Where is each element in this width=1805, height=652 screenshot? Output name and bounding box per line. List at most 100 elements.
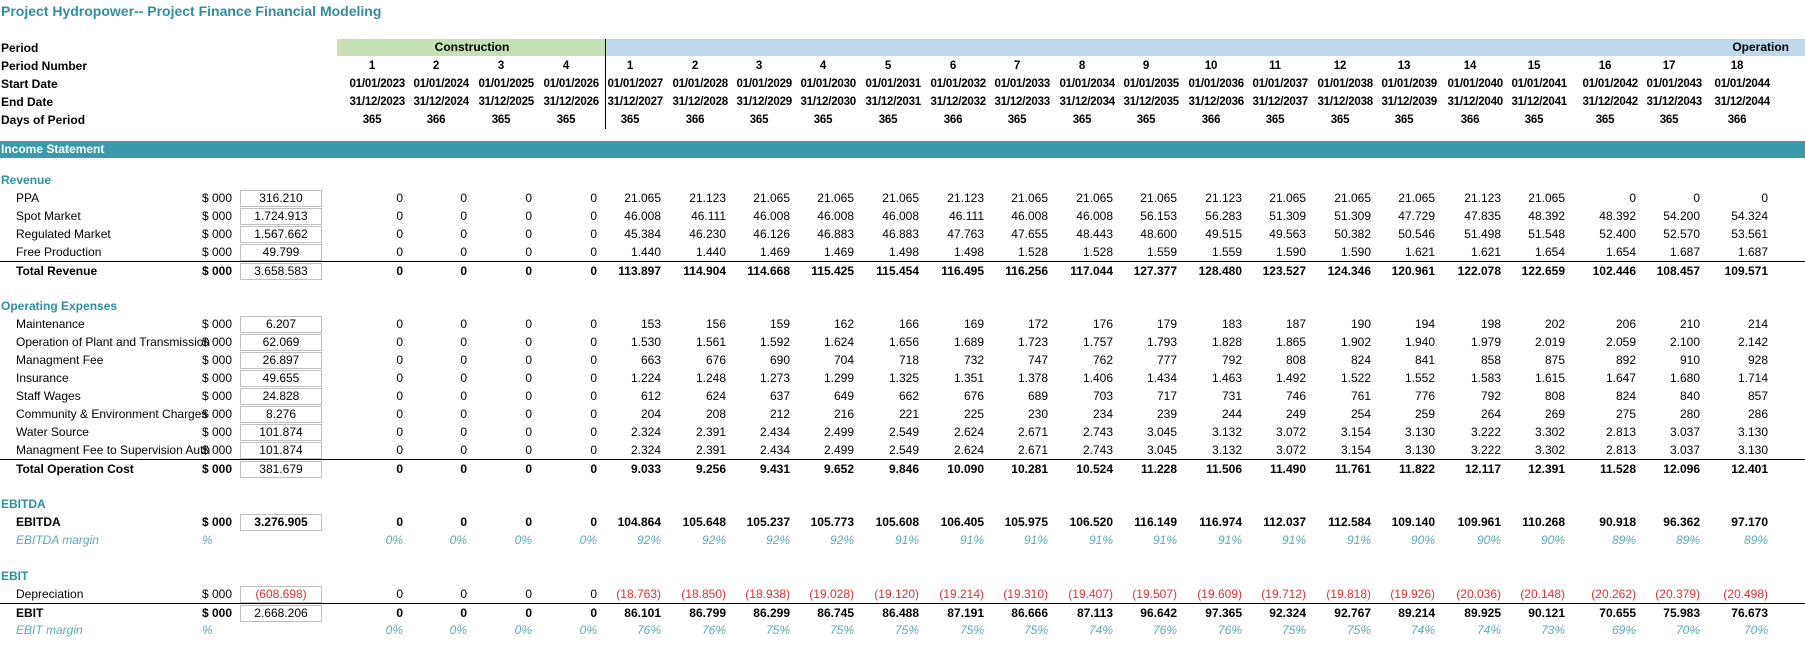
cell[interactable]: 0: [460, 462, 467, 476]
cell[interactable]: 3.130: [1737, 425, 1768, 439]
cell[interactable]: 0: [460, 587, 467, 601]
cell[interactable]: 91%: [959, 533, 984, 547]
total-cell[interactable]: 26.897: [240, 352, 322, 369]
cell[interactable]: 21.123: [1464, 191, 1501, 205]
cell[interactable]: 928: [1747, 353, 1768, 367]
cell[interactable]: 127.377: [1133, 264, 1177, 278]
cell[interactable]: 0%: [449, 533, 467, 547]
cell[interactable]: 1.757: [1082, 335, 1113, 349]
cell[interactable]: 114.904: [683, 264, 726, 278]
cell[interactable]: 1.654: [1534, 245, 1565, 259]
cell[interactable]: 0: [525, 606, 532, 620]
cell[interactable]: 1.378: [1017, 371, 1048, 385]
cell[interactable]: 96.362: [1663, 515, 1700, 529]
cell[interactable]: 10.090: [947, 462, 984, 476]
cell[interactable]: 0: [460, 317, 467, 331]
cell[interactable]: 1.940: [1404, 335, 1435, 349]
cell[interactable]: 1.561: [695, 335, 726, 349]
cell[interactable]: 1.687: [1669, 245, 1700, 259]
cell[interactable]: 0: [590, 389, 597, 403]
cell[interactable]: 0: [590, 335, 597, 349]
cell[interactable]: 75%: [894, 623, 919, 637]
cell[interactable]: 824: [1615, 389, 1636, 403]
cell[interactable]: 0: [525, 389, 532, 403]
cell[interactable]: 75%: [1023, 623, 1048, 637]
cell[interactable]: 11.228: [1140, 462, 1177, 476]
cell[interactable]: 0: [590, 515, 597, 529]
cell[interactable]: 1.624: [823, 335, 854, 349]
cell[interactable]: 1.647: [1605, 371, 1636, 385]
cell[interactable]: 51.498: [1464, 227, 1501, 241]
cell[interactable]: (20.036): [1456, 587, 1501, 601]
cell[interactable]: 21.065: [1076, 191, 1113, 205]
cell[interactable]: 2.324: [630, 443, 661, 457]
cell[interactable]: 1.656: [888, 335, 919, 349]
cell[interactable]: 221: [898, 407, 919, 421]
cell[interactable]: 717: [1156, 389, 1177, 403]
cell[interactable]: 1.680: [1669, 371, 1700, 385]
cell[interactable]: 46.230: [689, 227, 726, 241]
cell[interactable]: 777: [1156, 353, 1177, 367]
cell[interactable]: 0%: [385, 623, 403, 637]
cell[interactable]: 0: [460, 227, 467, 241]
cell[interactable]: 0: [590, 191, 597, 205]
cell[interactable]: 91%: [1346, 533, 1371, 547]
total-cell[interactable]: 381.679: [240, 461, 322, 478]
cell[interactable]: 2.743: [1082, 425, 1113, 439]
cell[interactable]: (19.310): [1003, 587, 1048, 601]
cell[interactable]: 689: [1027, 389, 1048, 403]
cell[interactable]: 50.382: [1334, 227, 1371, 241]
total-cell[interactable]: 101.874: [240, 424, 322, 441]
cell[interactable]: 52.570: [1663, 227, 1700, 241]
cell[interactable]: 0: [460, 515, 467, 529]
cell[interactable]: 0: [460, 209, 467, 223]
cell[interactable]: (19.407): [1068, 587, 1113, 601]
cell[interactable]: 3.130: [1737, 443, 1768, 457]
cell[interactable]: 0: [590, 606, 597, 620]
cell[interactable]: 74%: [1088, 623, 1113, 637]
cell[interactable]: 46.126: [753, 227, 790, 241]
cell[interactable]: 676: [963, 389, 984, 403]
cell[interactable]: 0: [1693, 191, 1700, 205]
cell[interactable]: 21.123: [689, 191, 726, 205]
total-cell[interactable]: 101.874: [240, 442, 322, 459]
cell[interactable]: 1.793: [1146, 335, 1177, 349]
cell[interactable]: 1.583: [1470, 371, 1501, 385]
cell[interactable]: 110.268: [1522, 515, 1565, 529]
cell[interactable]: (18.850): [681, 587, 726, 601]
cell[interactable]: 97.170: [1731, 515, 1768, 529]
cell[interactable]: 0: [525, 515, 532, 529]
cell[interactable]: 21.065: [1011, 191, 1048, 205]
cell[interactable]: 11.822: [1398, 462, 1435, 476]
cell[interactable]: 12.096: [1663, 462, 1700, 476]
cell[interactable]: 0: [525, 227, 532, 241]
cell[interactable]: 0: [460, 606, 467, 620]
cell[interactable]: 76%: [636, 623, 661, 637]
cell[interactable]: 1.273: [759, 371, 790, 385]
cell[interactable]: 91%: [1088, 533, 1113, 547]
cell[interactable]: 51.548: [1528, 227, 1565, 241]
cell[interactable]: 92%: [829, 533, 854, 547]
cell[interactable]: 75%: [765, 623, 790, 637]
cell[interactable]: 1.299: [823, 371, 854, 385]
cell[interactable]: 0: [590, 353, 597, 367]
cell[interactable]: 179: [1156, 317, 1177, 331]
cell[interactable]: 1.552: [1404, 371, 1435, 385]
cell[interactable]: 0: [396, 425, 403, 439]
cell[interactable]: 47.835: [1464, 209, 1501, 223]
cell[interactable]: 89%: [1743, 533, 1768, 547]
cell[interactable]: 0: [525, 462, 532, 476]
cell[interactable]: 46.008: [882, 209, 919, 223]
cell[interactable]: 214: [1747, 317, 1768, 331]
cell[interactable]: 1.689: [953, 335, 984, 349]
cell[interactable]: 194: [1414, 317, 1435, 331]
cell[interactable]: 239: [1156, 407, 1177, 421]
cell[interactable]: 286: [1747, 407, 1768, 421]
cell[interactable]: 86.488: [882, 606, 919, 620]
cell[interactable]: 746: [1285, 389, 1306, 403]
cell[interactable]: 1.615: [1534, 371, 1565, 385]
cell[interactable]: 2.549: [888, 425, 919, 439]
cell[interactable]: 0: [460, 245, 467, 259]
cell[interactable]: 204: [640, 407, 661, 421]
cell[interactable]: 662: [898, 389, 919, 403]
